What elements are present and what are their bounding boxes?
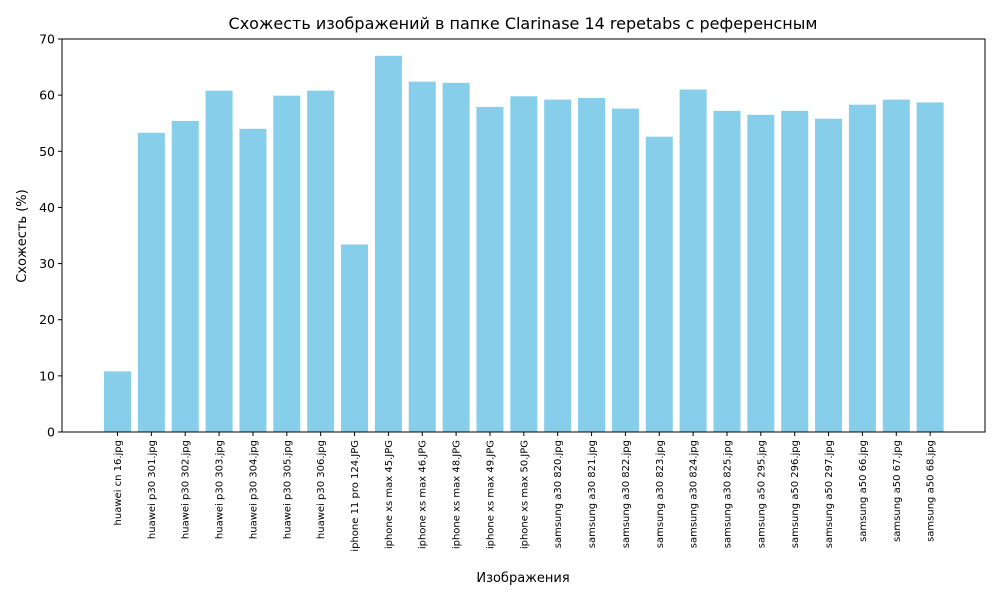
bar [781, 110, 809, 433]
bar [273, 95, 301, 432]
y-tick-label: 0 [47, 425, 55, 440]
x-tick-label: huawei p30 306.jpg [316, 440, 327, 539]
x-tick-label: huawei p30 303.jpg [215, 440, 226, 539]
bar [713, 110, 741, 433]
x-tick-label: samsung a30 823.jpg [655, 440, 666, 548]
bar [611, 108, 639, 433]
y-axis-label: Схожесть (%) [15, 189, 30, 282]
x-tick-label: samsung a50 295.jpg [756, 440, 767, 548]
bar [408, 81, 436, 433]
plot-area: 0 10 20 30 40 50 60 70 huawei cn 16.jpg huawei p3… [39, 32, 986, 552]
bar [307, 90, 335, 433]
bar [205, 90, 233, 433]
y-tick-label: 70 [39, 32, 55, 47]
y-tick-label: 60 [39, 88, 55, 103]
bar [848, 104, 876, 432]
bar [510, 96, 538, 433]
y-tick-label: 10 [39, 368, 55, 383]
x-tick-label: huawei p30 305.jpg [282, 440, 293, 539]
x-tick-label: samsung a50 66.jpg [858, 440, 869, 542]
bar [476, 106, 504, 433]
bar [374, 55, 402, 433]
bar [645, 136, 673, 432]
x-tick-label: samsung a30 822.jpg [621, 440, 632, 548]
y-tick-label: 20 [39, 312, 55, 327]
y-tick-label: 50 [39, 144, 55, 159]
bar [882, 99, 910, 432]
x-tick-label: samsung a30 825.jpg [722, 440, 733, 548]
x-tick-label: iphone xs max 45.JPG [384, 440, 395, 549]
x-tick-label: iphone xs max 50.JPG [519, 440, 530, 549]
bar [679, 89, 707, 432]
x-axis-label: Изображения [476, 571, 569, 586]
bar [578, 97, 606, 432]
x-tick-label: huawei p30 304.jpg [248, 440, 259, 539]
bar [137, 132, 165, 432]
bar [171, 120, 199, 432]
x-tick-label: huawei p30 302.jpg [181, 440, 192, 539]
bar [239, 128, 267, 432]
x-tick-label: samsung a50 67.jpg [892, 440, 903, 542]
x-tick-label: huawei cn 16.jpg [113, 440, 124, 525]
x-tick-label: samsung a30 821.jpg [587, 440, 598, 548]
x-tick-label: iphone xs max 46.JPG [418, 440, 429, 549]
x-tick-label: samsung a50 68.jpg [926, 440, 937, 542]
bar [544, 99, 572, 432]
x-tick-label: samsung a30 820.jpg [553, 440, 564, 548]
chart-title: Схожесть изображений в папке Clarinase 1… [229, 14, 818, 33]
x-tick-label: iphone 11 pro 124.JPG [350, 440, 361, 552]
bar [747, 114, 775, 432]
x-tick-label: samsung a50 296.jpg [790, 440, 801, 548]
y-tick-label: 30 [39, 256, 55, 271]
bar [916, 102, 944, 432]
y-tick-label: 40 [39, 200, 55, 215]
bar [442, 82, 470, 432]
bar [341, 244, 369, 432]
x-tick-label: samsung a50 297.jpg [824, 440, 835, 548]
x-tick-label: iphone xs max 48.JPG [452, 440, 463, 549]
x-tick-label: samsung a30 824.jpg [689, 440, 700, 548]
x-tick-label: iphone xs max 49.JPG [485, 440, 496, 549]
bar [104, 371, 131, 432]
x-tick-label: huawei p30 301.jpg [147, 440, 158, 539]
bar [815, 118, 843, 432]
